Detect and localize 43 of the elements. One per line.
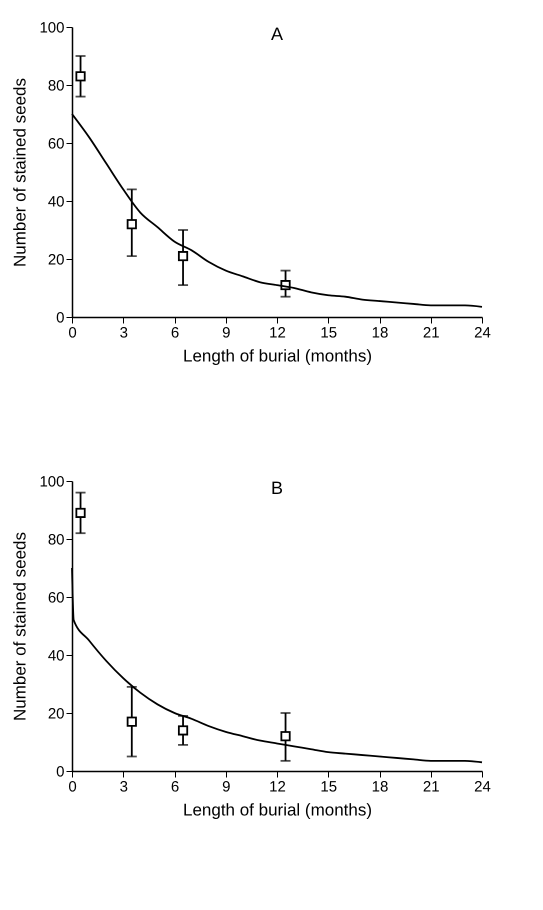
x-axis-title: Length of burial (months) xyxy=(183,346,372,366)
x-axis-title: Length of burial (months) xyxy=(183,800,372,820)
y-tick-label: 40 xyxy=(48,648,64,664)
x-tick-label: 21 xyxy=(422,778,440,796)
y-tick-label: 0 xyxy=(56,764,64,780)
point xyxy=(178,251,188,262)
y-tick-label: 100 xyxy=(39,474,64,490)
x-tick-label: 12 xyxy=(269,324,286,342)
point xyxy=(75,508,86,518)
y-tick-label: 60 xyxy=(48,136,64,152)
x-tick-label: 12 xyxy=(269,778,286,796)
x-tick-label: 0 xyxy=(68,324,77,342)
x-tick-label: 21 xyxy=(422,324,440,342)
y-axis-title: Number of stained seeds xyxy=(10,78,30,267)
x-tick-label: 0 xyxy=(68,778,77,796)
x-tick-label: 15 xyxy=(320,778,338,796)
y-tick-label: 100 xyxy=(39,20,64,36)
x-tick-label: 24 xyxy=(474,778,491,796)
y-tick-label: 0 xyxy=(56,310,64,326)
x-tick-label: 3 xyxy=(120,778,128,796)
y-tick-label: 20 xyxy=(48,252,64,268)
point xyxy=(280,731,291,742)
y-tick-label: 40 xyxy=(48,194,64,210)
x-tick-label: 15 xyxy=(320,324,338,342)
point xyxy=(126,219,137,230)
x-tick-label: 6 xyxy=(170,778,180,796)
y-tick-label: 60 xyxy=(48,590,64,606)
y-tick-label: 80 xyxy=(48,532,64,548)
x-tick-label: 3 xyxy=(120,324,128,342)
y-tick-label: 80 xyxy=(48,78,64,94)
x-tick-label: 9 xyxy=(222,778,230,796)
x-tick-label: 18 xyxy=(372,778,388,796)
y-tick-label: 20 xyxy=(48,706,64,722)
x-tick-label: 18 xyxy=(372,324,388,342)
x-tick-label: 9 xyxy=(222,324,230,342)
chart-title: A xyxy=(270,24,284,44)
point xyxy=(178,725,188,736)
x-tick-label: 24 xyxy=(474,324,491,342)
chart-title: B xyxy=(270,478,284,498)
point xyxy=(126,716,137,727)
y-axis-title: Number of stained seeds xyxy=(10,532,30,721)
point xyxy=(75,71,86,82)
x-tick-label: 6 xyxy=(170,324,180,342)
